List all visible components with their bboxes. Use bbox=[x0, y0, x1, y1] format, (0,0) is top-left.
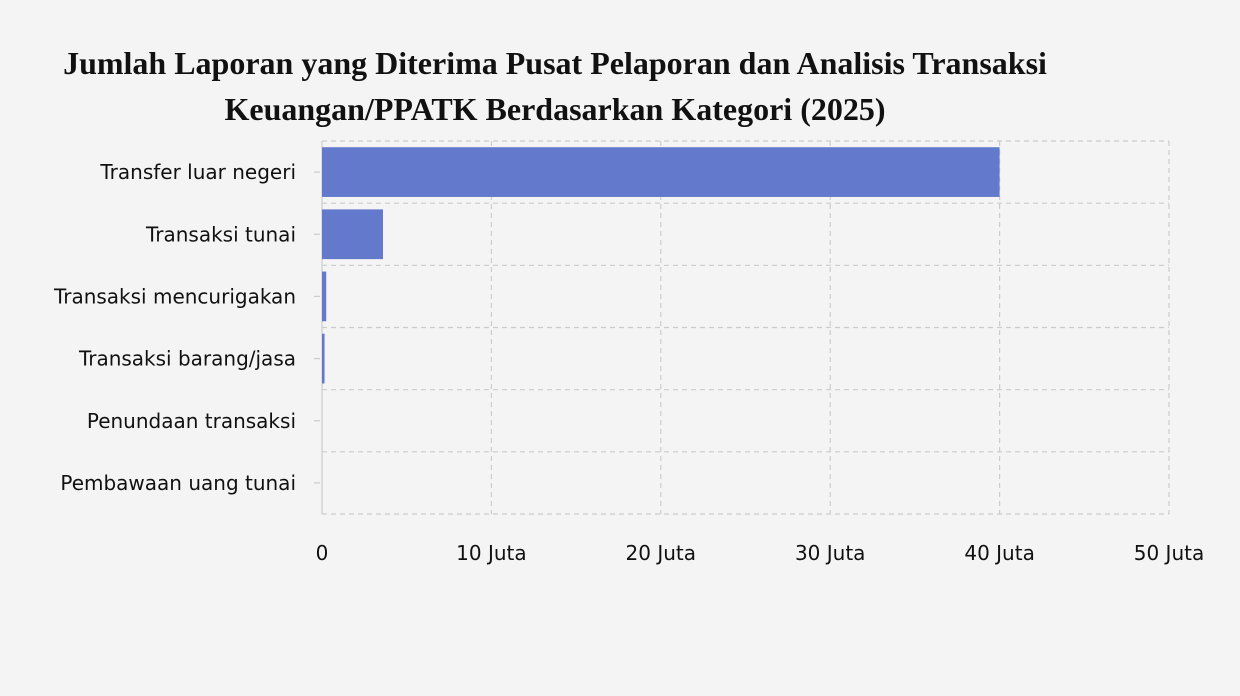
category-label: Penundaan transaksi bbox=[87, 409, 296, 433]
x-tick-label: 20 Juta bbox=[626, 541, 696, 565]
bar[interactable] bbox=[322, 271, 327, 322]
category-label: Pembawaan uang tunai bbox=[60, 471, 296, 495]
bar[interactable] bbox=[322, 333, 325, 384]
category-label: Transaksi tunai bbox=[145, 222, 296, 246]
category-labels: Transfer luar negeri Transaksi tunai Trans… bbox=[53, 160, 296, 495]
x-tick-label: 40 Juta bbox=[964, 541, 1034, 565]
x-tick-label: 10 Juta bbox=[456, 541, 526, 565]
category-label: Transaksi barang/jasa bbox=[78, 347, 296, 371]
x-tick-label: 50 Juta bbox=[1134, 541, 1204, 565]
x-tick-label: 0 bbox=[316, 541, 329, 565]
chart-title-line-2: Keuangan/PPATK Berdasarkan Kategori (202… bbox=[224, 91, 886, 127]
chart-title: Jumlah Laporan yang Diterima Pusat Pelap… bbox=[0, 40, 1110, 132]
grid bbox=[314, 140, 1170, 515]
bar[interactable] bbox=[322, 209, 383, 260]
bar[interactable] bbox=[322, 147, 1000, 197]
x-axis-ticks: 0 10 Juta 20 Juta 30 Juta 40 Juta 50 Juta bbox=[316, 541, 1205, 565]
bars bbox=[322, 147, 1000, 384]
category-label: Transfer luar negeri bbox=[99, 160, 296, 184]
chart-title-line-1: Jumlah Laporan yang Diterima Pusat Pelap… bbox=[63, 45, 1047, 81]
category-label: Transaksi mencurigakan bbox=[53, 284, 296, 308]
x-tick-label: 30 Juta bbox=[795, 541, 865, 565]
